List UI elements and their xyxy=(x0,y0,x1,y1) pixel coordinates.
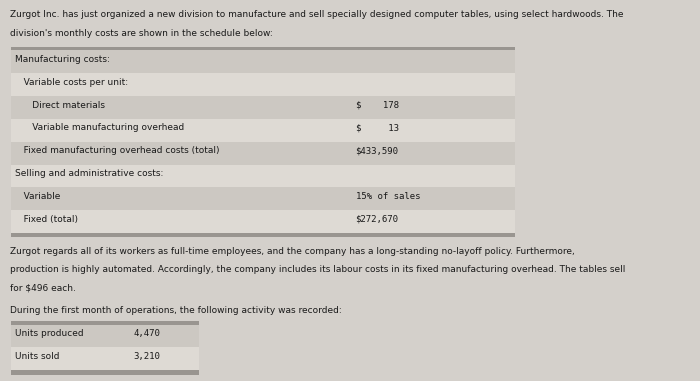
Text: production is highly automated. Accordingly, the company includes its labour cos: production is highly automated. Accordin… xyxy=(10,265,626,274)
Text: 3,210: 3,210 xyxy=(133,352,160,361)
Text: During the first month of operations, the following activity was recorded:: During the first month of operations, th… xyxy=(10,306,342,315)
Text: Manufacturing costs:: Manufacturing costs: xyxy=(15,55,110,64)
Text: $272,670: $272,670 xyxy=(356,215,398,224)
Text: for $496 each.: for $496 each. xyxy=(10,283,76,293)
Text: Direct materials: Direct materials xyxy=(15,101,105,110)
Text: Zurgot regards all of its workers as full-time employees, and the company has a : Zurgot regards all of its workers as ful… xyxy=(10,247,575,256)
Text: 15% of sales: 15% of sales xyxy=(356,192,420,201)
Text: Fixed manufacturing overhead costs (total): Fixed manufacturing overhead costs (tota… xyxy=(15,146,219,155)
Text: $433,590: $433,590 xyxy=(356,146,398,155)
Text: 4,470: 4,470 xyxy=(133,329,160,338)
Text: division's monthly costs are shown in the schedule below:: division's monthly costs are shown in th… xyxy=(10,29,273,38)
Text: Variable: Variable xyxy=(15,192,60,201)
Text: Units sold: Units sold xyxy=(15,352,60,361)
Text: Units produced: Units produced xyxy=(15,329,83,338)
Text: Selling and administrative costs:: Selling and administrative costs: xyxy=(15,169,163,178)
Text: Fixed (total): Fixed (total) xyxy=(15,215,78,224)
Text: Zurgot Inc. has just organized a new division to manufacture and sell specially : Zurgot Inc. has just organized a new div… xyxy=(10,10,624,19)
Text: Variable manufacturing overhead: Variable manufacturing overhead xyxy=(15,123,184,133)
Text: Variable costs per unit:: Variable costs per unit: xyxy=(15,78,128,87)
Text: $    178: $ 178 xyxy=(356,101,398,110)
Text: $     13: $ 13 xyxy=(356,123,398,133)
